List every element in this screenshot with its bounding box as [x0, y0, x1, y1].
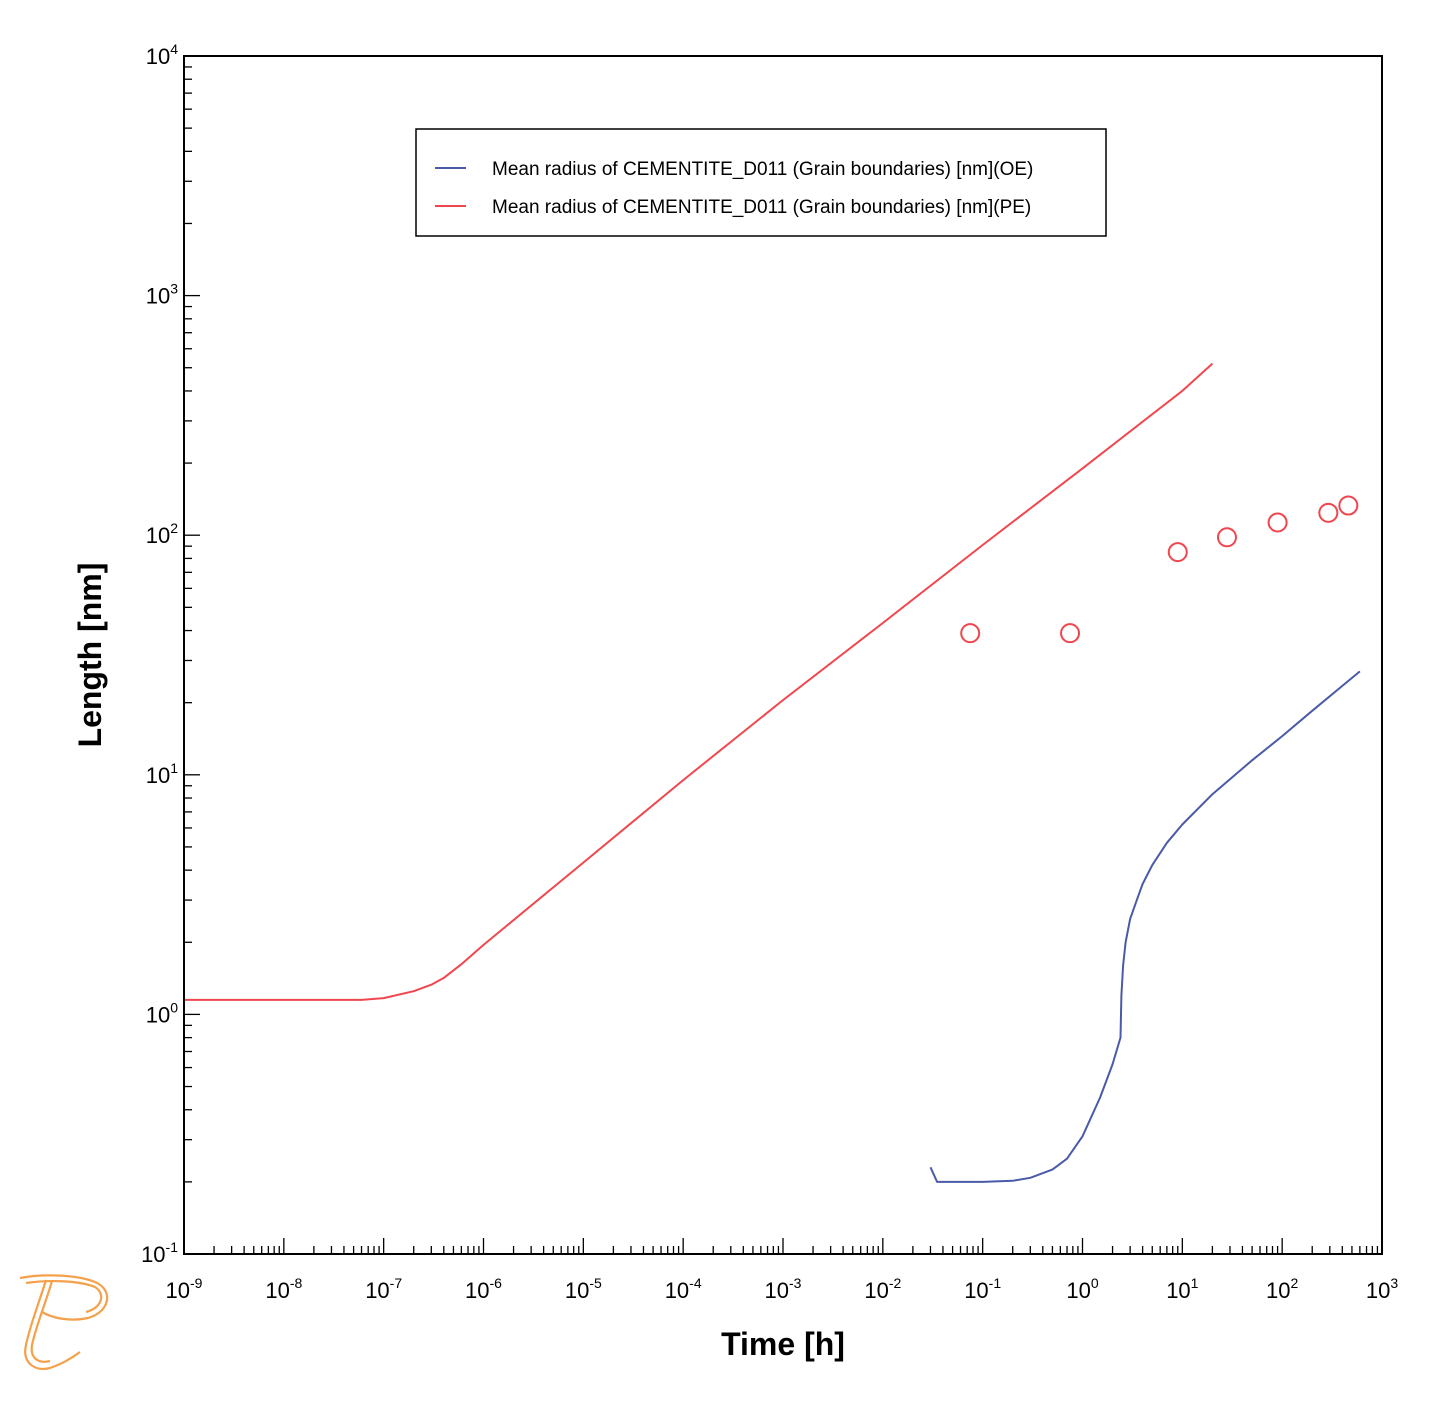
y-axis-title: Length [nm]: [72, 563, 108, 748]
experimental-point: [1267, 512, 1288, 533]
series-layer: [184, 362, 1361, 1183]
experimental-point: [1216, 527, 1237, 548]
y-tick-label: 101: [146, 760, 178, 788]
y-tick-label: 103: [146, 281, 178, 309]
x-tick-label: 10-4: [665, 1275, 702, 1303]
y-tick-label: 104: [146, 41, 178, 69]
x-tick-label: 10-1: [964, 1275, 1001, 1303]
legend-box: [415, 128, 1107, 237]
thermo-calc-logo-icon: [19, 1274, 109, 1370]
x-tick-label: 10-7: [365, 1275, 402, 1303]
x-tick-label: 10-2: [864, 1275, 901, 1303]
experimental-point: [1060, 623, 1081, 644]
x-tick-label: 10-5: [565, 1275, 602, 1303]
x-tick-label: 10-3: [765, 1275, 802, 1303]
legend-label-oe: Mean radius of CEMENTITE_D011 (Grain bou…: [492, 159, 1033, 180]
x-tick-label: 100: [1066, 1275, 1098, 1303]
y-tick-label: 102: [146, 520, 178, 548]
experimental-point: [1167, 542, 1188, 563]
y-tick-label: 100: [146, 999, 178, 1027]
x-tick-label: 10-6: [465, 1275, 502, 1303]
experimental-point: [960, 623, 981, 644]
x-tick-label: 101: [1166, 1275, 1198, 1303]
experimental-point: [1318, 502, 1339, 523]
x-tick-label: 103: [1366, 1275, 1398, 1303]
legend-label-pe: Mean radius of CEMENTITE_D011 (Grain bou…: [492, 197, 1031, 218]
experimental-point: [1338, 495, 1359, 516]
series-line-oe: [929, 670, 1361, 1183]
plot-frame: [183, 55, 1383, 1255]
tick-labels: 10-9 10-8 10-7 10-6 10-5 10-4 10-3 10-2 10-1 100 1…: [141, 41, 1398, 1303]
series-line-pe: [184, 362, 1214, 1001]
x-tick-label: 102: [1266, 1275, 1298, 1303]
axis-ticks: [183, 55, 1383, 1255]
x-axis-title: Time [h]: [721, 1326, 845, 1362]
y-tick-label: 10-1: [141, 1239, 178, 1267]
x-tick-label: 10-9: [166, 1275, 203, 1303]
legend: Mean radius of CEMENTITE_D011 (Grain bou…: [415, 128, 1107, 237]
x-tick-label: 10-8: [265, 1275, 302, 1303]
